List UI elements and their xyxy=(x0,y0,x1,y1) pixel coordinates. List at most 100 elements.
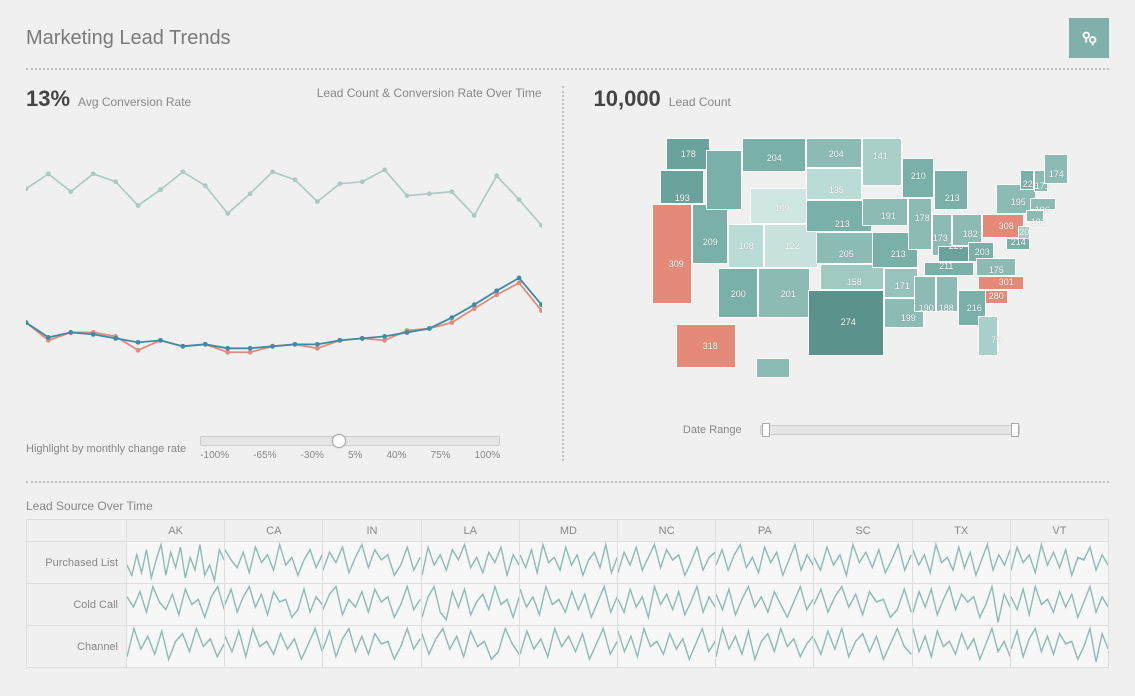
state-ct[interactable] xyxy=(1026,210,1044,222)
state-wi[interactable] xyxy=(902,158,934,198)
sparkline-cell[interactable] xyxy=(1011,626,1109,668)
state-ks[interactable] xyxy=(816,232,878,264)
state-wy[interactable] xyxy=(750,188,810,224)
sprout-icon xyxy=(1078,27,1100,49)
col-header-vt[interactable]: VT xyxy=(1011,520,1109,542)
sparkline-cell[interactable] xyxy=(913,542,1011,584)
state-wa[interactable] xyxy=(666,138,710,170)
state-il[interactable] xyxy=(908,198,932,250)
sparkline-cell[interactable] xyxy=(323,542,421,584)
sparkline-cell[interactable] xyxy=(422,584,520,626)
sparkline-cell[interactable] xyxy=(520,542,618,584)
page-title: Marketing Lead Trends xyxy=(26,27,231,50)
col-header-tx[interactable]: TX xyxy=(913,520,1011,542)
sparkline-cell[interactable] xyxy=(913,584,1011,626)
sparkline-cell[interactable] xyxy=(225,542,323,584)
leadcount-kpi-label: Lead Count xyxy=(669,95,731,109)
col-header-sc[interactable]: SC xyxy=(814,520,912,542)
state-tn[interactable] xyxy=(924,262,974,276)
state-sd[interactable] xyxy=(806,168,862,200)
state-mi[interactable] xyxy=(934,170,968,210)
state-nv[interactable] xyxy=(692,204,728,264)
date-range-thumb-right[interactable] xyxy=(1011,423,1019,437)
conversion-panel: 13% Avg Conversion Rate Lead Count & Con… xyxy=(26,86,562,461)
sparkline-cell[interactable] xyxy=(422,542,520,584)
date-range-thumb-left[interactable] xyxy=(762,423,770,437)
mid-divider xyxy=(26,481,1109,483)
sparkline-cell[interactable] xyxy=(1011,584,1109,626)
sparkline-cell[interactable] xyxy=(225,626,323,668)
row-label: Cold Call xyxy=(27,584,127,626)
sparkline-cell[interactable] xyxy=(127,626,225,668)
state-ak[interactable] xyxy=(676,324,736,368)
row-label: Channel xyxy=(27,626,127,668)
date-range-slider[interactable] xyxy=(760,425,1020,435)
state-ia[interactable] xyxy=(862,198,908,226)
highlight-slider[interactable] xyxy=(200,436,500,446)
sparkline-cell[interactable] xyxy=(814,542,912,584)
state-id[interactable] xyxy=(706,150,742,210)
sparkline-cell[interactable] xyxy=(1011,542,1109,584)
conversion-subtitle: Lead Count & Conversion Rate Over Time xyxy=(317,86,542,100)
highlight-slider-ticks: -100%-65%-30%5%40%75%100% xyxy=(200,450,500,461)
state-ut[interactable] xyxy=(728,224,764,268)
sparkline-cell[interactable] xyxy=(225,584,323,626)
sparkline-cell[interactable] xyxy=(618,584,716,626)
sparkline-cell[interactable] xyxy=(127,584,225,626)
us-map[interactable]: 1781933092092041091081222002012041352132… xyxy=(594,118,1110,398)
state-hi[interactable] xyxy=(756,358,790,378)
state-me[interactable] xyxy=(1044,154,1068,184)
line-chart[interactable] xyxy=(26,118,542,418)
col-header-ca[interactable]: CA xyxy=(225,520,323,542)
state-mt[interactable] xyxy=(742,138,806,172)
state-va[interactable] xyxy=(976,258,1016,276)
header-divider xyxy=(26,68,1109,70)
sparkline-cell[interactable] xyxy=(127,542,225,584)
col-header-in[interactable]: IN xyxy=(323,520,421,542)
state-nd[interactable] xyxy=(806,138,862,168)
col-header-ak[interactable]: AK xyxy=(127,520,225,542)
conversion-kpi-label: Avg Conversion Rate xyxy=(78,95,191,109)
row-label: Purchased List xyxy=(27,542,127,584)
sparkline-cell[interactable] xyxy=(422,626,520,668)
sparkline-cell[interactable] xyxy=(520,626,618,668)
state-ms[interactable] xyxy=(914,276,936,312)
sparkline-cell[interactable] xyxy=(323,626,421,668)
state-tx[interactable] xyxy=(808,290,884,356)
date-range-label: Date Range xyxy=(683,424,742,436)
sparkline-cell[interactable] xyxy=(323,584,421,626)
col-header-nc[interactable]: NC xyxy=(618,520,716,542)
state-fl[interactable] xyxy=(978,316,998,356)
sparkline-cell[interactable] xyxy=(716,584,814,626)
leadsource-grid: AKCAINLAMDNCPASCTXVT Purchased ListCold C… xyxy=(26,519,1109,668)
state-md[interactable] xyxy=(1006,238,1030,250)
leadsource-title: Lead Source Over Time xyxy=(26,499,1109,513)
state-ma[interactable] xyxy=(1030,198,1056,210)
sparkline-cell[interactable] xyxy=(814,584,912,626)
highlight-slider-label: Highlight by monthly change rate xyxy=(26,443,186,455)
logo-button[interactable] xyxy=(1069,18,1109,58)
state-nc[interactable] xyxy=(978,276,1024,290)
conversion-kpi-value: 13% xyxy=(26,86,70,112)
leadcount-kpi-value: 10,000 xyxy=(594,86,661,112)
sparkline-cell[interactable] xyxy=(814,626,912,668)
state-or[interactable] xyxy=(660,170,704,204)
leadcount-panel: 10,000 Lead Count 1781933092092041091081… xyxy=(564,86,1110,461)
state-az[interactable] xyxy=(718,268,758,318)
sparkline-cell[interactable] xyxy=(618,626,716,668)
state-mn[interactable] xyxy=(862,138,902,186)
highlight-slider-thumb[interactable] xyxy=(332,434,346,448)
state-al[interactable] xyxy=(936,276,958,312)
state-vt[interactable] xyxy=(1020,170,1034,190)
state-ca[interactable] xyxy=(652,204,692,304)
sparkline-cell[interactable] xyxy=(618,542,716,584)
col-header-la[interactable]: LA xyxy=(422,520,520,542)
sparkline-cell[interactable] xyxy=(716,626,814,668)
col-header-pa[interactable]: PA xyxy=(716,520,814,542)
sparkline-cell[interactable] xyxy=(520,584,618,626)
col-header-md[interactable]: MD xyxy=(520,520,618,542)
sparkline-cell[interactable] xyxy=(913,626,1011,668)
state-nm[interactable] xyxy=(758,268,810,318)
sparkline-cell[interactable] xyxy=(716,542,814,584)
state-ar[interactable] xyxy=(884,268,918,298)
